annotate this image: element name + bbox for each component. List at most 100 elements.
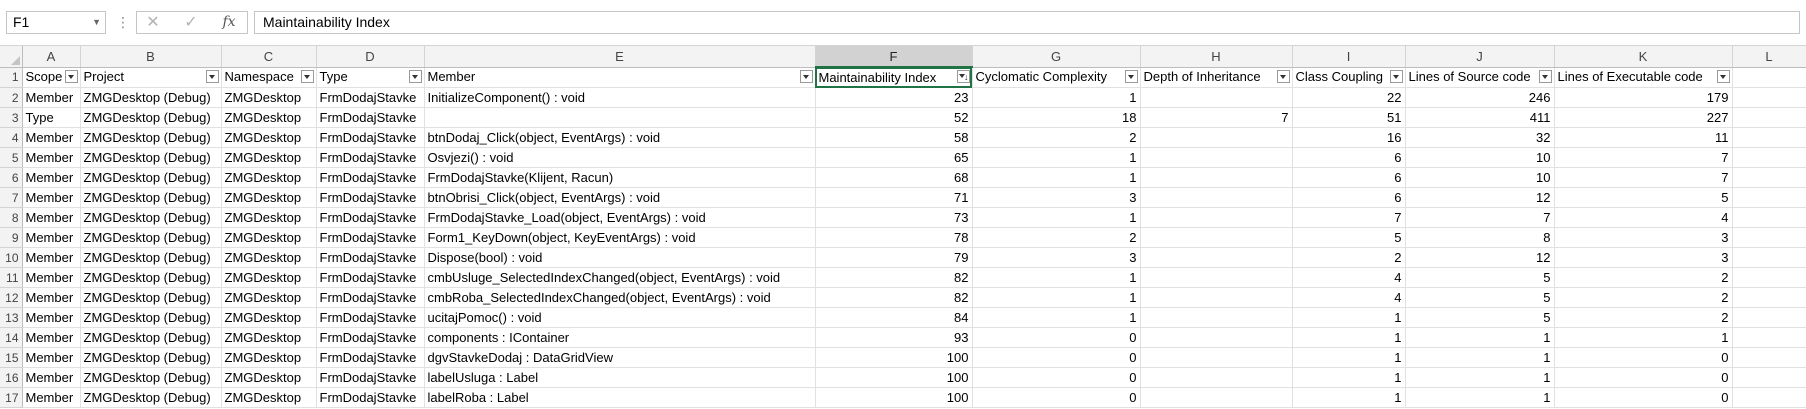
table-cell[interactable] — [1140, 127, 1293, 148]
table-cell[interactable]: 4 — [1292, 267, 1406, 288]
row-number[interactable]: 7 — [0, 187, 23, 208]
table-cell[interactable]: 5 — [1405, 267, 1555, 288]
empty-cell[interactable] — [1732, 227, 1806, 248]
table-cell[interactable]: ZMGDesktop — [221, 387, 317, 408]
table-cell[interactable]: ZMGDesktop — [221, 87, 317, 108]
table-cell[interactable]: 10 — [1405, 167, 1555, 188]
row-number[interactable]: 17 — [0, 387, 23, 408]
table-cell[interactable]: 2 — [972, 227, 1141, 248]
table-cell[interactable]: ZMGDesktop (Debug) — [80, 387, 222, 408]
table-cell[interactable]: 3 — [1554, 247, 1733, 268]
table-cell[interactable]: btnObrisi_Click(object, EventArgs) : voi… — [424, 187, 816, 208]
empty-cell[interactable] — [1732, 327, 1806, 348]
row-number[interactable]: 2 — [0, 87, 23, 108]
table-cell[interactable]: 0 — [1554, 367, 1733, 388]
header-cell[interactable]: Depth of Inheritance — [1140, 67, 1293, 88]
table-cell[interactable]: Member — [22, 267, 81, 288]
table-cell[interactable]: 7 — [1140, 107, 1293, 128]
empty-cell[interactable] — [1732, 67, 1806, 88]
empty-cell[interactable] — [1732, 387, 1806, 408]
table-cell[interactable]: ZMGDesktop (Debug) — [80, 327, 222, 348]
table-cell[interactable]: 8 — [1405, 227, 1555, 248]
table-cell[interactable]: ZMGDesktop (Debug) — [80, 227, 222, 248]
table-cell[interactable]: 6 — [1292, 147, 1406, 168]
row-number[interactable]: 6 — [0, 167, 23, 188]
table-cell[interactable]: ZMGDesktop — [221, 207, 317, 228]
table-cell[interactable]: ZMGDesktop — [221, 227, 317, 248]
table-cell[interactable] — [1140, 387, 1293, 408]
empty-cell[interactable] — [1732, 267, 1806, 288]
more-options-icon[interactable]: ⋮ — [116, 14, 130, 30]
sort-filter-icon[interactable] — [956, 68, 970, 86]
empty-cell[interactable] — [1732, 147, 1806, 168]
table-cell[interactable]: Member — [22, 327, 81, 348]
table-cell[interactable]: 11 — [1554, 127, 1733, 148]
table-cell[interactable]: ZMGDesktop — [221, 267, 317, 288]
column-header-d[interactable]: D — [316, 46, 425, 68]
table-cell[interactable]: dgvStavkeDodaj : DataGridView — [424, 347, 816, 368]
table-cell[interactable]: ZMGDesktop (Debug) — [80, 267, 222, 288]
table-cell[interactable]: 12 — [1405, 247, 1555, 268]
column-header-k[interactable]: K — [1554, 46, 1733, 68]
table-cell[interactable]: ZMGDesktop (Debug) — [80, 167, 222, 188]
table-cell[interactable]: FrmDodajStavke — [316, 207, 425, 228]
column-header-j[interactable]: J — [1405, 46, 1555, 68]
table-cell[interactable]: 5 — [1554, 187, 1733, 208]
table-cell[interactable]: ZMGDesktop (Debug) — [80, 87, 222, 108]
header-cell[interactable]: Member — [424, 67, 816, 88]
table-cell[interactable]: FrmDodajStavke — [316, 327, 425, 348]
table-cell[interactable]: 23 — [815, 87, 973, 108]
row-number[interactable]: 12 — [0, 287, 23, 308]
table-cell[interactable]: Dispose(bool) : void — [424, 247, 816, 268]
table-cell[interactable]: Member — [22, 287, 81, 308]
table-cell[interactable]: 1 — [1292, 367, 1406, 388]
table-cell[interactable]: ZMGDesktop (Debug) — [80, 127, 222, 148]
table-cell[interactable]: 5 — [1292, 227, 1406, 248]
table-cell[interactable] — [1140, 367, 1293, 388]
table-cell[interactable] — [1140, 327, 1293, 348]
header-cell[interactable]: Cyclomatic Complexity — [972, 67, 1141, 88]
table-cell[interactable]: FrmDodajStavke — [316, 367, 425, 388]
table-cell[interactable]: FrmDodajStavke — [316, 127, 425, 148]
table-cell[interactable] — [1140, 167, 1293, 188]
table-cell[interactable]: 5 — [1405, 307, 1555, 328]
table-cell[interactable]: Form1_KeyDown(object, KeyEventArgs) : vo… — [424, 227, 816, 248]
table-cell[interactable]: 1 — [1292, 347, 1406, 368]
table-cell[interactable]: 246 — [1405, 87, 1555, 108]
table-cell[interactable]: 1 — [1292, 387, 1406, 408]
table-cell[interactable]: Osvjezi() : void — [424, 147, 816, 168]
table-cell[interactable]: 6 — [1292, 187, 1406, 208]
table-cell[interactable]: ZMGDesktop (Debug) — [80, 207, 222, 228]
table-cell[interactable]: 7 — [1554, 147, 1733, 168]
filter-dropdown-icon[interactable] — [1276, 69, 1290, 83]
table-cell[interactable] — [424, 107, 816, 128]
table-cell[interactable]: 100 — [815, 387, 973, 408]
table-cell[interactable]: 18 — [972, 107, 1141, 128]
table-cell[interactable]: ZMGDesktop — [221, 167, 317, 188]
table-cell[interactable] — [1140, 207, 1293, 228]
table-cell[interactable]: 1 — [972, 307, 1141, 328]
table-cell[interactable]: 84 — [815, 307, 973, 328]
empty-cell[interactable] — [1732, 187, 1806, 208]
table-cell[interactable]: 58 — [815, 127, 973, 148]
filter-dropdown-icon[interactable] — [799, 69, 813, 83]
table-cell[interactable]: InitializeComponent() : void — [424, 87, 816, 108]
empty-cell[interactable] — [1732, 87, 1806, 108]
table-cell[interactable]: 7 — [1554, 167, 1733, 188]
table-cell[interactable]: Member — [22, 87, 81, 108]
filter-dropdown-icon[interactable] — [1716, 69, 1730, 83]
table-cell[interactable]: 2 — [972, 127, 1141, 148]
formula-input[interactable]: Maintainability Index — [254, 11, 1800, 34]
table-cell[interactable]: 68 — [815, 167, 973, 188]
table-cell[interactable]: FrmDodajStavke — [316, 147, 425, 168]
table-cell[interactable] — [1140, 347, 1293, 368]
table-cell[interactable]: Member — [22, 227, 81, 248]
table-cell[interactable] — [1140, 247, 1293, 268]
column-header-b[interactable]: B — [80, 46, 222, 68]
header-cell[interactable]: Namespace — [221, 67, 317, 88]
table-cell[interactable] — [1140, 87, 1293, 108]
table-cell[interactable]: Member — [22, 367, 81, 388]
table-cell[interactable]: 0 — [972, 387, 1141, 408]
row-number[interactable]: 3 — [0, 107, 23, 128]
table-cell[interactable]: 1 — [972, 147, 1141, 168]
